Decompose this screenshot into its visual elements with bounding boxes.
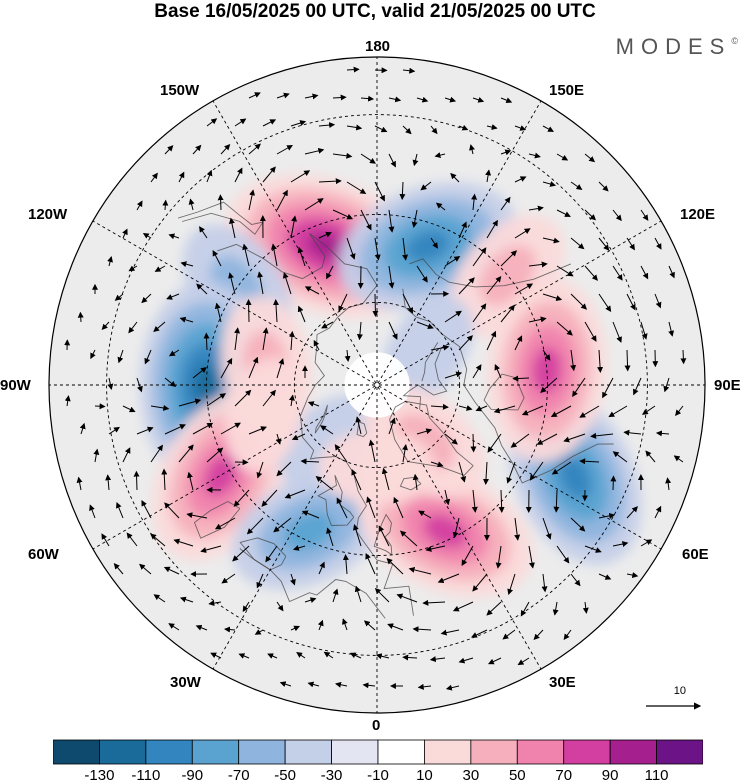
wind-vector <box>347 69 359 70</box>
wind-vector <box>136 472 137 490</box>
colorbar-label: -50 <box>274 767 296 784</box>
wind-vector <box>95 406 105 407</box>
colorbar-segment <box>285 740 331 764</box>
colorbar-segment <box>471 740 517 764</box>
wind-vector <box>627 350 628 371</box>
colorbar-segment <box>192 740 238 764</box>
reference-vector-label: 10 <box>674 685 686 697</box>
colorbar-segment <box>332 740 378 764</box>
colorbar-segment <box>99 740 145 764</box>
wind-vector <box>165 201 166 210</box>
colorbar-label: 10 <box>416 767 433 784</box>
wind-vector <box>80 313 81 322</box>
colorbar-label: 110 <box>645 767 669 784</box>
wind-vector <box>206 334 207 351</box>
colorbar-segment <box>517 740 563 764</box>
lon-label-120w: 120W <box>28 206 67 223</box>
wind-vector <box>220 195 221 210</box>
colorbar-label: -130 <box>84 767 114 784</box>
wind-vector <box>473 434 474 452</box>
lon-label-0: 0 <box>372 717 380 734</box>
wind-vector <box>683 350 684 363</box>
colorbar-label: -90 <box>181 767 203 784</box>
wind-vector <box>613 476 614 490</box>
colorbar-segment <box>146 740 192 764</box>
colorbar-label: 70 <box>555 767 572 784</box>
colorbar-label: 50 <box>509 767 526 784</box>
lon-label-30w: 30W <box>170 674 201 691</box>
wind-vector <box>375 294 376 316</box>
lon-label-150w: 150W <box>160 82 199 99</box>
lon-label-180: 180 <box>365 38 390 55</box>
colorbar-segment <box>424 740 470 764</box>
colorbar <box>53 739 703 765</box>
colorbar-segment <box>657 740 703 764</box>
colorbar-label: 30 <box>463 767 480 784</box>
wind-vector <box>249 300 250 322</box>
lon-label-150e: 150E <box>549 82 584 99</box>
colorbar-label: -70 <box>228 767 250 784</box>
colorbar-segment <box>564 740 610 764</box>
colorbar-label: -30 <box>321 767 343 784</box>
wind-vector <box>513 378 529 379</box>
lon-label-120e: 120E <box>680 206 715 223</box>
lon-label-60w: 60W <box>28 546 59 563</box>
lon-label-30e: 30E <box>549 674 576 691</box>
lon-label-60e: 60E <box>682 546 709 563</box>
lon-label-90w: 90W <box>0 377 31 394</box>
colorbar-segment <box>610 740 656 764</box>
colorbar-label: -110 <box>131 767 160 784</box>
colorbar-segment <box>239 740 285 764</box>
lon-label-90e: 90E <box>714 377 741 394</box>
colorbar-segment <box>53 740 99 764</box>
colorbar-segment <box>378 740 424 764</box>
polar-map <box>0 0 750 735</box>
colorbar-label: 90 <box>602 767 619 784</box>
colorbar-label: -10 <box>367 767 389 784</box>
